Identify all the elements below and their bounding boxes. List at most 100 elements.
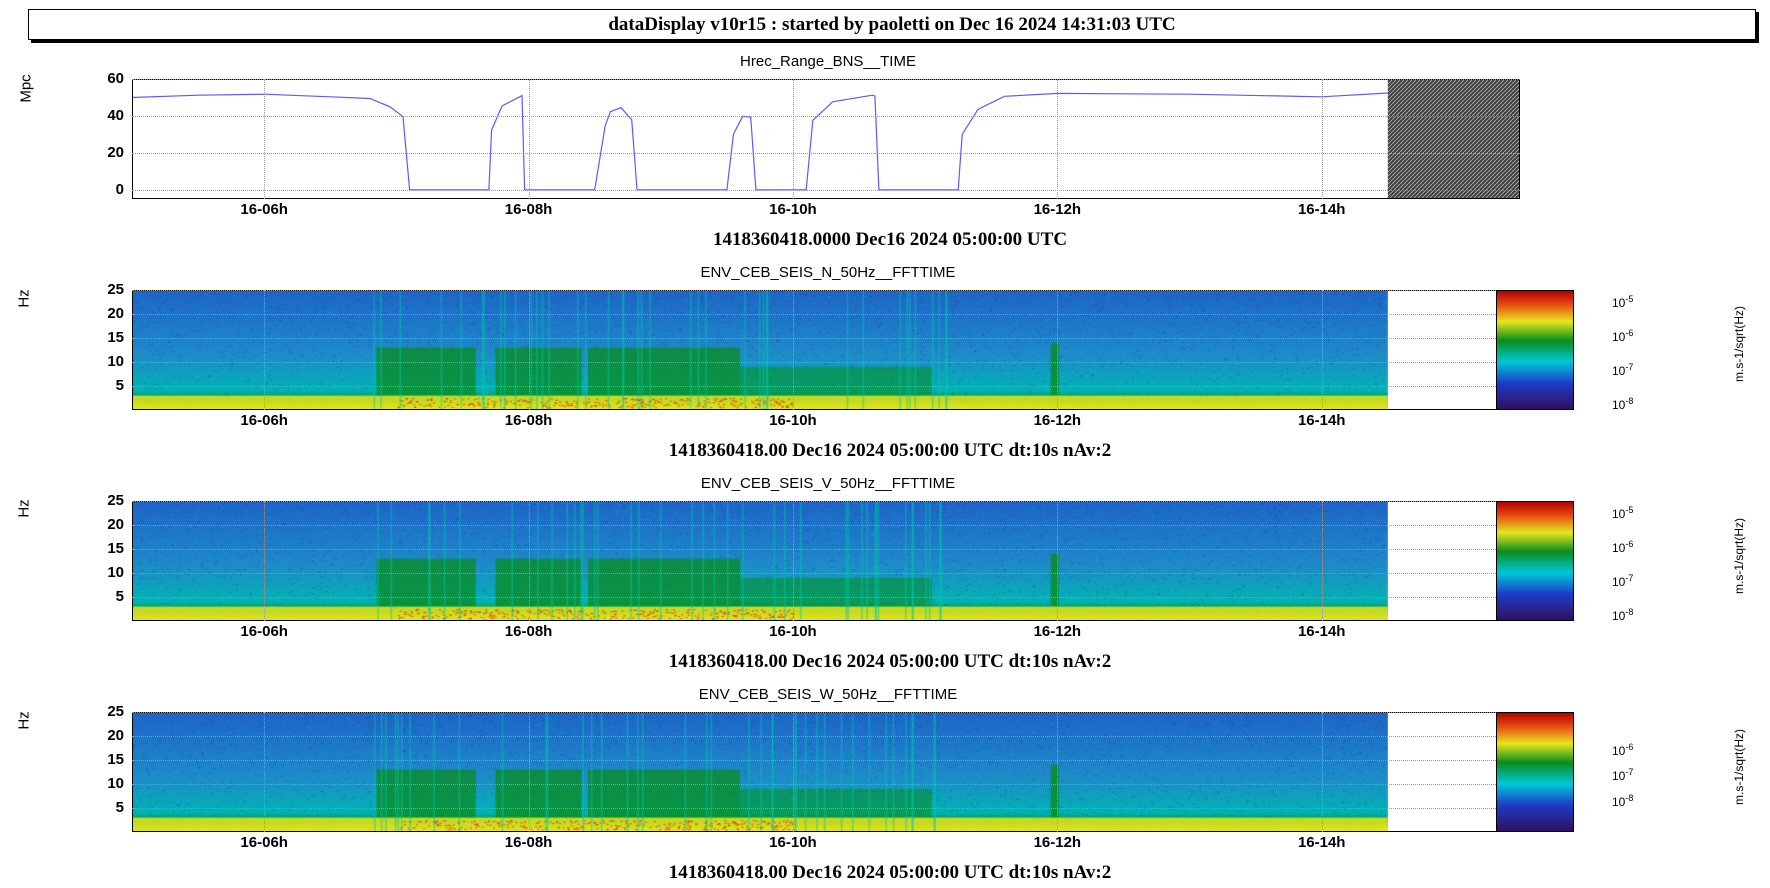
spectro-w-plot-frame [132, 712, 1520, 832]
range-x-tick-label: 16-14h [1297, 201, 1346, 218]
spectro-w-grid-y [132, 736, 1520, 737]
range-x-tick-label: 16-10h [769, 201, 817, 218]
spectro-v-x-tick-label: 16-06h [240, 623, 288, 640]
spectro-n-x-tick-label: 16-06h [240, 412, 288, 429]
spectro-w-x-tick-label: 16-10h [769, 834, 817, 851]
spectro-w-colorbar-label: 10-8 [1612, 792, 1634, 809]
spectro-w-x-tick-label: 16-14h [1297, 834, 1346, 851]
spectro-w-grid-x [1321, 712, 1323, 832]
spectro-v-y-axis-label: Hz [15, 499, 33, 518]
spectro-v-y-tick-label: 25 [107, 492, 124, 509]
spectro-n-y-tick-label: 25 [107, 281, 124, 298]
spectro-v-x-tick-label: 16-10h [769, 623, 817, 640]
spectro-v-grid-y [132, 501, 1520, 502]
spectro-n-colorbar-label: 10-6 [1612, 328, 1634, 344]
spectro-n-colorbar [1496, 290, 1574, 410]
colorbar-exponent: -5 [1625, 505, 1634, 515]
spectro-n-colorbar-label: 10-5 [1612, 294, 1634, 310]
spectro-v-x-tick-label: 16-12h [1033, 623, 1082, 640]
spectro-w-y-tick-label: 10 [107, 775, 124, 792]
spectro-n-grid-y [132, 338, 1520, 339]
spectro-n-grid-y [132, 362, 1520, 363]
range-y-tick-label: 60 [107, 70, 124, 87]
range-x-tick-label: 16-12h [1033, 201, 1082, 218]
colorbar-exponent: -8 [1625, 607, 1634, 617]
spectro-w-grid-y [132, 760, 1520, 761]
spectro-n-heatmap [132, 290, 1388, 410]
spectro-w-grid-y [132, 784, 1520, 785]
spectro-w-y-axis-label: Hz [15, 711, 33, 730]
spectro-w-colorbar-label: 10-6 [1612, 741, 1634, 758]
spectro-n-x-tick-label: 16-08h [504, 412, 553, 429]
spectro-n-plot-frame [132, 290, 1520, 410]
spectro-w-x-tick-label: 16-06h [240, 834, 288, 851]
range-grid-y [132, 115, 1520, 117]
spectro-n-footer: 1418360418.00 Dec16 2024 05:00:00 UTC dt… [668, 440, 1112, 461]
spectro-v-colorbar-label: 10-6 [1612, 539, 1634, 555]
range-line-chart [131, 79, 1520, 199]
spectro-n-x-tick-label: 16-14h [1297, 412, 1346, 429]
range-grid-y [132, 189, 1520, 191]
range-plot-footer: 1418360418.0000 Dec16 2024 05:00:00 UTC [712, 229, 1068, 250]
colorbar-exponent: -8 [1625, 792, 1634, 803]
spectro-n-grid-x [792, 290, 794, 410]
range-y-tick-label: 20 [107, 143, 124, 161]
spectro-v-title: ENV_CEB_SEIS_V_50Hz__FFTTIME [700, 475, 956, 492]
spectro-w-grid-y [132, 712, 1520, 713]
spectro-w-y-tick-label: 15 [107, 751, 124, 768]
colorbar-exponent: -8 [1625, 396, 1634, 406]
spectro-w-y-tick-label: 25 [107, 703, 124, 720]
spectro-w-colorbar-label: 10-7 [1612, 767, 1634, 783]
range-grid-x [528, 79, 530, 199]
spectro-n-grid-y [132, 290, 1520, 291]
colorbar-exponent: -7 [1625, 362, 1634, 372]
spectro-w-grid-x [264, 712, 266, 832]
spectro-v-footer: 1418360418.00 Dec16 2024 05:00:00 UTC dt… [668, 651, 1112, 672]
range-y-tick-label: 40 [107, 106, 124, 124]
spectro-v-y-tick-label: 20 [107, 516, 124, 533]
spectro-v-y-tick-label: 10 [107, 564, 124, 581]
spectro-v-heatmap [132, 501, 1388, 621]
colorbar-exponent: -6 [1625, 539, 1634, 549]
spectro-v-grid-x [264, 501, 266, 621]
spectro-w-title: ENV_CEB_SEIS_W_50Hz__FFTTIME [698, 686, 958, 703]
spectro-w-colorbar-unit: m.s-1/sqrt(Hz) [1732, 729, 1746, 805]
spectro-v-grid-x [1057, 501, 1059, 621]
range-grid-y [132, 152, 1520, 154]
range-plot-title: Hrec_Range_BNS__TIME [740, 53, 916, 70]
spectro-n-grid-x [1321, 290, 1323, 410]
colorbar-exponent: -6 [1625, 741, 1634, 752]
spectro-w-grid-x [792, 712, 794, 832]
spectro-v-colorbar-label: 10-5 [1612, 505, 1634, 521]
spectro-v-colorbar [1496, 501, 1574, 621]
spectro-v-grid-y [132, 525, 1520, 526]
spectro-v-colorbar-unit: m.s-1/sqrt(Hz) [1732, 518, 1746, 594]
spectro-v-x-tick-label: 16-08h [504, 623, 553, 640]
spectro-w-grid-x [528, 712, 530, 832]
spectro-n-grid-y [132, 314, 1520, 315]
spectro-v-grid-y [132, 597, 1520, 598]
spectro-n-title: ENV_CEB_SEIS_N_50Hz__FFTTIME [700, 264, 956, 281]
spectro-n-x-tick-label: 16-10h [769, 412, 817, 429]
window-title-banner: dataDisplay v10r15 : started by paoletti… [28, 9, 1756, 40]
spectro-v-grid-x [1321, 501, 1323, 621]
colorbar-exponent: -6 [1625, 328, 1634, 338]
spectro-w-x-tick-label: 16-12h [1033, 834, 1082, 851]
spectro-w-x-tick-label: 16-08h [504, 834, 553, 851]
spectro-w-heatmap [132, 712, 1388, 832]
spectro-n-grid-x [528, 290, 530, 410]
spectro-n-colorbar-label: 10-8 [1612, 396, 1634, 412]
spectro-v-grid-x [792, 501, 794, 621]
spectro-w-y-tick-label: 20 [107, 727, 124, 744]
range-grid-y [132, 79, 1520, 80]
range-plot-frame [132, 79, 1520, 199]
range-grid-x [264, 79, 266, 199]
range-y-tick-label: 0 [115, 180, 124, 198]
spectro-w-grid-x [1057, 712, 1059, 832]
spectro-v-colorbar-label: 10-8 [1612, 607, 1634, 623]
range-grid-x [792, 79, 794, 199]
range-x-tick-label: 16-08h [504, 201, 553, 218]
spectro-n-grid-y [132, 386, 1520, 387]
spectro-n-y-tick-label: 15 [107, 329, 124, 346]
spectro-n-y-tick-label: 10 [107, 353, 124, 370]
